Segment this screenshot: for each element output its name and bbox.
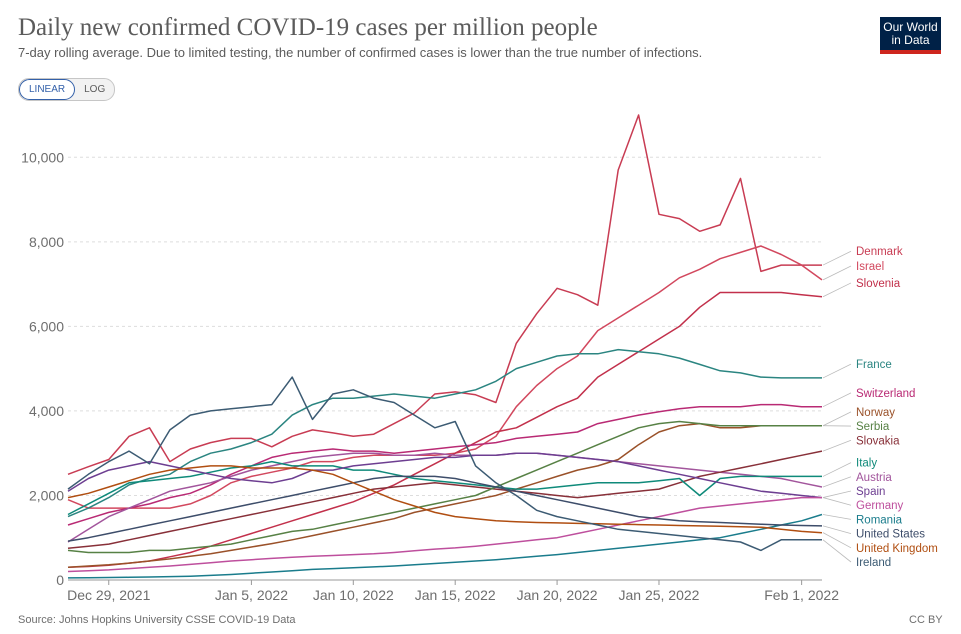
x-tick-label: Jan 5, 2022 <box>215 587 288 603</box>
legend-label-united-states: United States <box>856 529 925 541</box>
legend-label-ireland: Ireland <box>856 557 891 569</box>
y-tick-label: 2,000 <box>29 487 64 503</box>
series-line-germany <box>67 496 822 573</box>
series-line-ireland <box>67 376 822 552</box>
x-tick-label: Jan 10, 2022 <box>313 587 394 603</box>
legend-label-slovakia: Slovakia <box>856 435 900 447</box>
label-connector <box>822 462 852 477</box>
y-tick-label: 4,000 <box>29 403 64 419</box>
x-tick-label: Jan 20, 2022 <box>517 587 598 603</box>
label-connector <box>822 265 852 281</box>
series-line-austria <box>67 452 823 543</box>
logo-line-1: Our World <box>883 20 938 34</box>
series-line-spain <box>67 452 823 499</box>
series-line-france <box>67 348 822 518</box>
series-line-switzerland <box>67 403 822 526</box>
series-line-slovenia <box>67 291 823 569</box>
y-tick-label: 0 <box>56 572 64 588</box>
scale-toggle: LINEAR LOG <box>18 78 116 101</box>
legend-label-denmark: Denmark <box>856 246 903 258</box>
y-tick-label: 10,000 <box>21 149 64 165</box>
label-connector <box>822 525 852 534</box>
x-tick-label: Jan 25, 2022 <box>618 587 699 603</box>
series-line-united-kingdom <box>67 465 823 534</box>
chart-title: Daily new confirmed COVID-19 cases per m… <box>18 14 598 41</box>
series-line-slovakia <box>67 450 823 550</box>
label-connector <box>822 392 852 408</box>
legend-label-romania: Romania <box>856 514 903 526</box>
y-tick-label: 6,000 <box>29 318 64 334</box>
label-connector <box>822 497 852 506</box>
legend-label-switzerland: Switzerland <box>856 388 915 400</box>
legend-label-norway: Norway <box>856 407 895 419</box>
label-connector <box>822 476 852 488</box>
label-connector <box>822 282 852 298</box>
series-line-serbia <box>67 420 822 554</box>
x-tick-label: Dec 29, 2021 <box>67 587 150 603</box>
linear-scale-button[interactable]: LINEAR <box>19 79 76 100</box>
legend-label-france: France <box>856 359 892 371</box>
label-connector <box>822 363 852 379</box>
series-line-romania <box>67 513 823 579</box>
label-connector <box>822 514 852 520</box>
label-connector <box>822 532 852 549</box>
legend-label-spain: Spain <box>856 486 885 498</box>
x-tick-label: Feb 1, 2022 <box>764 587 839 603</box>
logo-line-2: in Data <box>891 33 930 47</box>
log-scale-button[interactable]: LOG <box>75 79 114 100</box>
legend-label-germany: Germany <box>856 500 904 512</box>
series-line-italy <box>67 460 822 516</box>
legend-label-italy: Italy <box>856 458 877 470</box>
series-line-united-states <box>67 475 823 542</box>
legend-label-austria: Austria <box>856 472 892 484</box>
label-connector <box>822 539 852 563</box>
label-connector <box>822 250 852 266</box>
label-connector <box>822 411 852 427</box>
legend-label-serbia: Serbia <box>856 421 890 433</box>
label-connector <box>822 490 852 498</box>
owid-logo[interactable]: Our World in Data <box>880 17 941 54</box>
series-line-denmark <box>67 114 822 476</box>
legend-label-united-kingdom: United Kingdom <box>856 543 938 555</box>
chart-subtitle: 7-day rolling average. Due to limited te… <box>18 45 703 60</box>
source-note: Source: Johns Hopkins University CSSE CO… <box>18 614 296 626</box>
x-tick-label: Jan 15, 2022 <box>415 587 496 603</box>
legend-label-slovenia: Slovenia <box>856 278 901 290</box>
y-tick-label: 8,000 <box>29 234 64 250</box>
legend-label-israel: Israel <box>856 261 884 273</box>
label-connector <box>822 439 852 452</box>
license-link[interactable]: CC BY <box>909 614 943 626</box>
